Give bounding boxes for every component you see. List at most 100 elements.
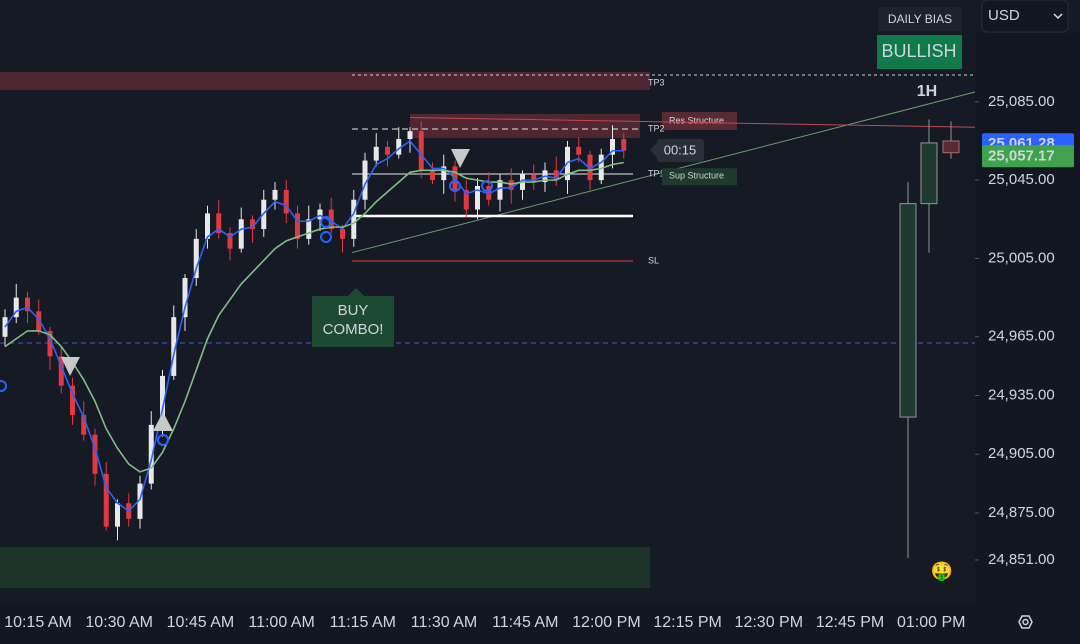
ma-slow [4,161,624,473]
candle-body [531,174,537,183]
time-axis [0,605,1080,644]
htf-body [942,140,960,154]
emoji: 🤑 [931,561,953,582]
zone-label: Res Structure [669,115,724,125]
candle-body [148,424,154,484]
y-tick-label: 24,905.00 [988,445,1055,462]
candle-body [475,186,480,210]
last-price-label: 25,057.17 [988,147,1055,164]
signal-box [312,296,394,347]
candle-body [396,139,402,155]
currency[interactable]: USD [988,7,1020,24]
candle-body [182,278,188,318]
sup-structure-label: Sup Structure [669,171,724,181]
candle-body [497,180,503,200]
x-tick-label: 11:00 AM [248,614,314,631]
candle-body [317,209,323,220]
bias-label: DAILY BIAS [888,12,952,26]
candle-body [576,146,582,155]
settings-icon[interactable] [1018,615,1033,629]
trend-line [409,116,976,128]
sell-marker [61,357,80,376]
htf-body [920,142,938,205]
candle-body [47,330,53,357]
x-tick-label: 10:15 AM [4,614,72,631]
candle-body [463,189,469,210]
candle-body [137,483,143,519]
circle [481,180,493,192]
candle-body [70,385,75,416]
candle-body [486,186,492,200]
candle-body [610,139,615,155]
candle-body [272,189,278,200]
x-tick-label: 12:00 PM [572,614,640,631]
candle-body [216,213,222,233]
ma-fast [4,139,624,513]
level-label: TP1 [648,168,665,178]
candle-body [553,170,559,181]
candle-body [306,219,312,239]
y-tick-label: 25,045.00 [988,171,1055,188]
candle-body [441,166,447,181]
zone [0,72,650,91]
candle-body [621,139,627,151]
candle-body [295,213,300,239]
candle-body [13,297,19,318]
level-label: SL [648,255,659,265]
y-tick-label: 25,005.00 [988,249,1055,266]
candle-body [362,160,368,200]
candle-body [205,213,210,239]
zone [410,113,640,139]
candle-body [385,146,390,155]
candle-body [227,232,233,249]
candle-body [508,180,514,190]
bias-label-box [878,7,962,31]
candle-body [115,503,120,527]
zone [0,547,650,588]
circle [320,216,332,228]
candle-body [418,131,424,171]
buy-marker [153,412,173,431]
candle-body [36,311,42,331]
htf-body [899,203,917,418]
circle [320,231,332,243]
candle-body [238,219,244,249]
timer: 00:15 [664,142,697,157]
y-tick-label: 24,935.00 [988,386,1055,403]
candle-body [373,146,379,161]
candle-body [81,415,87,435]
level-label: TP2 [648,123,665,133]
candle-body [598,154,604,181]
x-tick-label: 12:15 PM [653,614,721,631]
x-tick-label: 10:30 AM [85,614,153,631]
candle-body [250,219,255,230]
circle [157,434,169,446]
bias-box [877,35,962,69]
y-tick-label: 25,085.00 [988,93,1055,110]
y-tick-label: 24,965.00 [988,328,1055,345]
x-tick-label: 10:45 AM [167,614,235,631]
x-tick-label: 12:30 PM [735,614,803,631]
timeframe: 1H [917,83,937,100]
candle-body [430,170,435,181]
candle-body [351,199,357,239]
x-tick-label: 11:30 AM [411,614,477,631]
signal-pointer [348,288,364,296]
signal-circles [0,180,493,446]
candle-body [58,356,64,386]
currency-select[interactable] [981,0,1069,33]
x-tick-label: 12:45 PM [816,614,884,631]
signal-text: COMBO! [323,321,384,338]
candle-body [92,434,98,474]
level-label: TP3 [648,77,665,87]
price-axis [975,33,1080,605]
x-tick-label: 11:45 AM [492,614,558,631]
y-tick-label: 24,851.00 [988,551,1055,568]
x-tick-label: 01:00 PM [897,614,965,631]
candle-body [340,229,345,239]
candle-body [283,189,289,214]
chevron [1053,13,1063,20]
candle-body [193,238,199,279]
